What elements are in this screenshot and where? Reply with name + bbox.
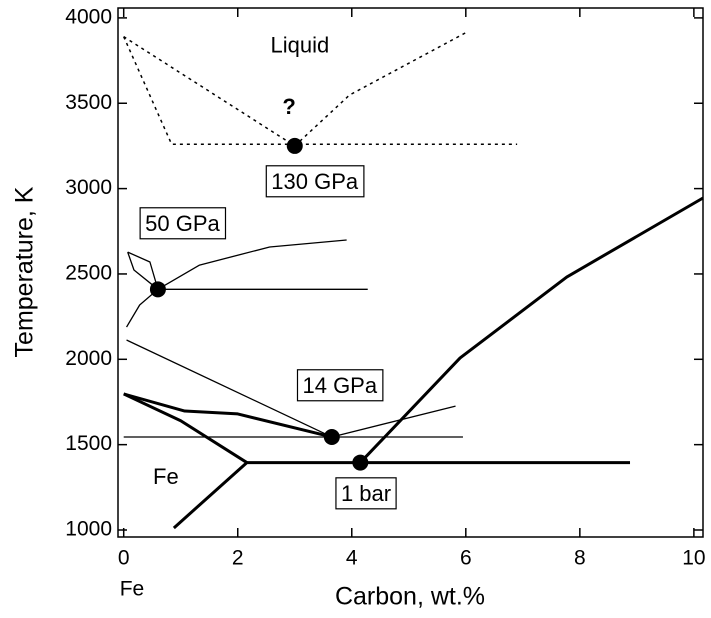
y-tick-label: 3000: [65, 176, 112, 199]
x-origin-note: Fe: [120, 578, 145, 601]
x-tick-label: 6: [460, 547, 472, 570]
phase-boundary: [331, 405, 456, 438]
y-axis-label: Temperature, K: [11, 186, 39, 357]
annotation: Liquid: [271, 33, 330, 58]
phase-boundary: [172, 461, 631, 530]
annotation-box: [265, 165, 365, 198]
y-tick-label: 1000: [65, 518, 112, 541]
eutectic-point: [286, 137, 303, 154]
y-tick-label: 2000: [65, 347, 112, 370]
y-tick-label: 1500: [65, 432, 112, 455]
eutectic-point: [323, 428, 340, 445]
x-tick-label: 0: [118, 547, 130, 570]
annotation-box: [296, 369, 384, 402]
y-tick-label: 3500: [65, 91, 112, 114]
annotation: ?: [282, 94, 295, 119]
phase-boundary: [123, 36, 296, 147]
phase-boundary: [127, 251, 159, 290]
annotation: Fe: [153, 464, 179, 489]
x-tick-label: 4: [346, 547, 358, 570]
phase-boundary: [126, 339, 333, 438]
phase-boundary: [359, 196, 704, 464]
phase-boundary: [123, 392, 248, 464]
x-tick-label: 10: [682, 547, 705, 570]
phase-boundary: [125, 288, 159, 328]
phase-boundary: [127, 251, 159, 290]
annotation: 130 GPa: [271, 169, 359, 194]
annotation: 50 GPa: [145, 211, 220, 236]
annotation: 1 bar: [341, 481, 391, 506]
annotation: 14 GPa: [302, 373, 377, 398]
phase-boundary: [294, 31, 468, 147]
annotation-box: [335, 477, 397, 510]
x-axis-label: Carbon, wt.%: [335, 583, 485, 611]
eutectic-point: [149, 281, 166, 298]
plot-frame: [117, 7, 704, 538]
x-tick-label: 2: [232, 547, 244, 570]
phase-boundary: [123, 392, 333, 439]
y-tick-label: 4000: [65, 5, 112, 28]
annotation-box: [139, 207, 227, 240]
y-tick-label: 2500: [65, 261, 112, 284]
eutectic-point: [352, 454, 369, 471]
x-tick-label: 8: [574, 547, 586, 570]
phase-boundary: [157, 239, 347, 290]
